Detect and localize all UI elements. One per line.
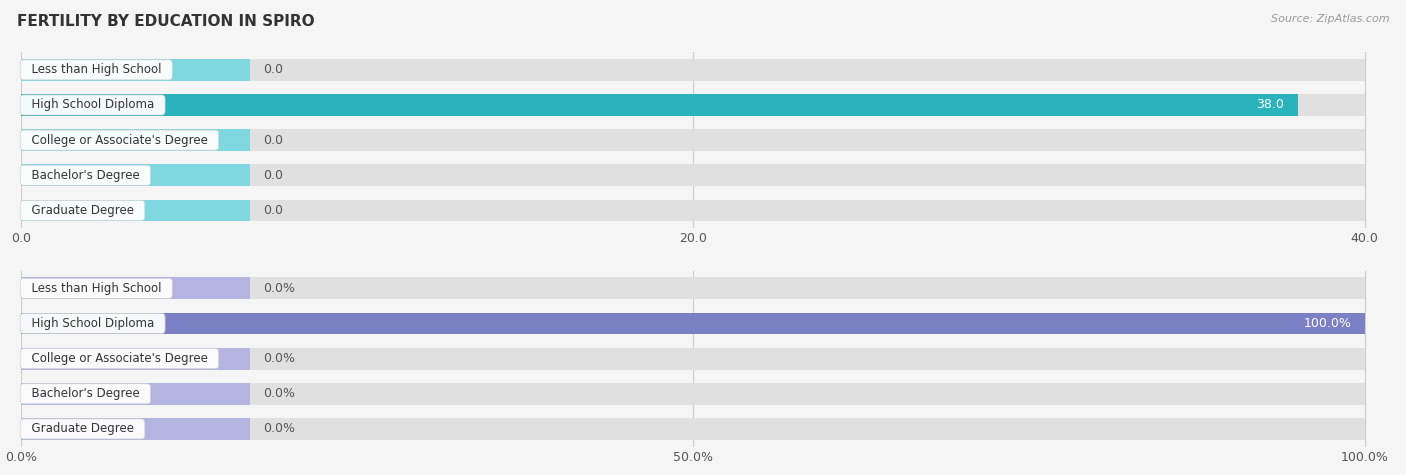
Bar — [21, 59, 249, 81]
Text: Bachelor's Degree: Bachelor's Degree — [24, 387, 148, 400]
Text: Less than High School: Less than High School — [24, 282, 169, 295]
Bar — [21, 348, 1365, 370]
Bar — [21, 418, 1365, 440]
Bar — [21, 200, 1365, 221]
Text: Source: ZipAtlas.com: Source: ZipAtlas.com — [1271, 14, 1389, 24]
Text: Bachelor's Degree: Bachelor's Degree — [24, 169, 148, 182]
Text: 0.0: 0.0 — [263, 133, 283, 147]
Text: College or Associate's Degree: College or Associate's Degree — [24, 352, 215, 365]
Text: College or Associate's Degree: College or Associate's Degree — [24, 133, 215, 147]
Bar — [21, 418, 249, 440]
Text: High School Diploma: High School Diploma — [24, 98, 162, 112]
Bar — [21, 383, 249, 405]
Text: 0.0%: 0.0% — [263, 422, 295, 436]
Text: 0.0%: 0.0% — [263, 282, 295, 295]
Bar — [21, 129, 1365, 151]
Bar — [21, 348, 249, 370]
Bar — [21, 94, 1365, 116]
Bar — [21, 200, 249, 221]
Bar — [21, 164, 1365, 186]
Text: 0.0: 0.0 — [263, 63, 283, 76]
Text: FERTILITY BY EDUCATION IN SPIRO: FERTILITY BY EDUCATION IN SPIRO — [17, 14, 315, 29]
Bar — [21, 313, 1365, 334]
Text: High School Diploma: High School Diploma — [24, 317, 162, 330]
Text: 0.0%: 0.0% — [263, 352, 295, 365]
Text: Graduate Degree: Graduate Degree — [24, 422, 141, 436]
Bar — [21, 164, 249, 186]
Bar — [21, 383, 1365, 405]
Text: Graduate Degree: Graduate Degree — [24, 204, 141, 217]
Bar — [21, 313, 1365, 334]
Bar — [21, 277, 249, 299]
Bar — [21, 129, 249, 151]
Bar — [21, 277, 1365, 299]
Text: Less than High School: Less than High School — [24, 63, 169, 76]
Text: 38.0: 38.0 — [1256, 98, 1284, 112]
Text: 0.0%: 0.0% — [263, 387, 295, 400]
Text: 0.0: 0.0 — [263, 204, 283, 217]
Bar — [21, 94, 1298, 116]
Text: 0.0: 0.0 — [263, 169, 283, 182]
Bar — [21, 59, 1365, 81]
Text: 100.0%: 100.0% — [1303, 317, 1351, 330]
